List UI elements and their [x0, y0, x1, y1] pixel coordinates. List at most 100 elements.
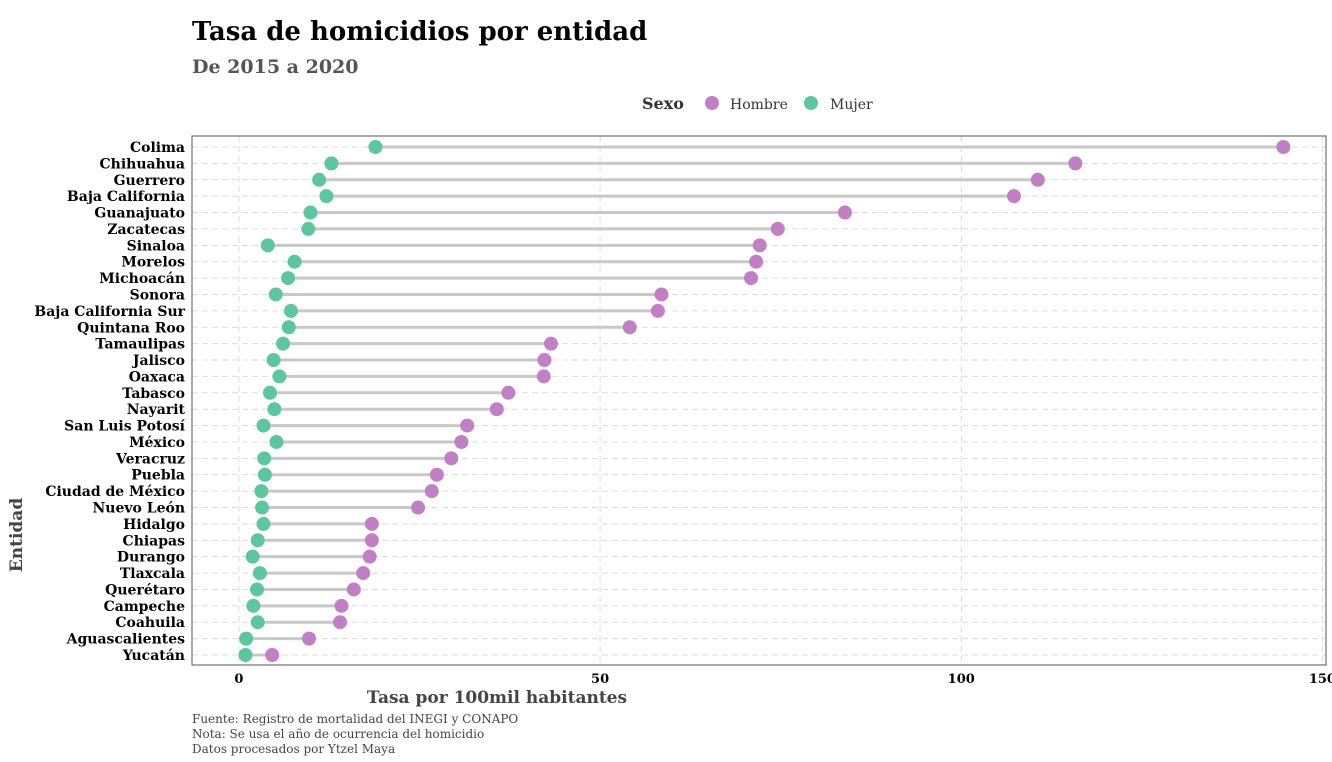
point-mujer-zacatecas: [301, 221, 316, 236]
point-mujer-jalisco: [266, 353, 281, 368]
point-hombre-chihuahua: [1068, 156, 1083, 171]
point-hombre-aguascalientes: [302, 631, 317, 646]
point-mujer-nuevo-leon: [255, 500, 270, 515]
point-mujer-baja-california-sur: [283, 303, 298, 318]
category-label-san-luis-potosi: San Luis Potosí: [64, 419, 186, 435]
point-mujer-quintana-roo: [281, 320, 296, 335]
grid-lines: [192, 136, 1326, 665]
category-label-baja-california: Baja California: [67, 189, 185, 205]
point-mujer-san-luis-potosi: [256, 418, 271, 433]
category-label-chihuahua: Chihuahua: [100, 156, 186, 172]
point-mujer-campeche: [246, 598, 261, 613]
category-label-campeche: Campeche: [104, 599, 185, 615]
category-label-zacatecas: Zacatecas: [107, 222, 185, 238]
category-label-aguascalientes: Aguascalientes: [66, 632, 185, 648]
caption-note: Nota: Se usa el año de ocurrencia del ho…: [192, 727, 484, 741]
plot-panel-border: [191, 135, 1327, 666]
point-hombre-coahuila: [333, 615, 348, 630]
legend-title: Sexo: [642, 94, 684, 113]
point-mujer-queretaro: [250, 582, 265, 597]
caption-credit: Datos procesados por Ytzel Maya: [192, 742, 395, 756]
category-label-durango: Durango: [117, 550, 185, 566]
point-hombre-guanajuato: [837, 205, 852, 220]
category-label-sonora: Sonora: [130, 287, 185, 303]
category-label-morelos: Morelos: [121, 255, 185, 271]
point-mujer-michoacan: [281, 271, 296, 286]
category-label-oaxaca: Oaxaca: [129, 369, 185, 385]
point-mujer-oaxaca: [272, 369, 287, 384]
point-mujer-sonora: [268, 287, 283, 302]
point-mujer-tamaulipas: [276, 336, 291, 351]
point-hombre-yucatan: [265, 648, 280, 662]
point-hombre-ciudad-de-mexico: [424, 484, 439, 499]
category-label-quintana-roo: Quintana Roo: [77, 320, 185, 336]
point-mujer-aguascalientes: [239, 631, 254, 646]
data-points: [238, 140, 1291, 662]
category-label-hidalgo: Hidalgo: [123, 517, 185, 533]
point-hombre-guerrero: [1030, 172, 1045, 187]
category-label-guerrero: Guerrero: [114, 173, 185, 189]
category-label-sinaloa: Sinaloa: [127, 238, 185, 254]
point-hombre-baja-california: [1006, 189, 1021, 204]
x-tick-label: 50: [591, 672, 609, 687]
point-hombre-tamaulipas: [543, 336, 558, 351]
category-label-puebla: Puebla: [131, 468, 185, 484]
point-hombre-nayarit: [489, 402, 504, 417]
point-hombre-durango: [362, 549, 377, 564]
point-mujer-tabasco: [263, 385, 278, 400]
point-mujer-veracruz: [257, 451, 272, 466]
chart-subtitle: De 2015 a 2020: [192, 56, 358, 78]
category-label-baja-california-sur: Baja California Sur: [34, 304, 185, 320]
point-hombre-puebla: [429, 467, 444, 482]
category-label-yucatan: Yucatán: [122, 648, 185, 664]
point-hombre-baja-california-sur: [650, 303, 665, 318]
point-hombre-quintana-roo: [622, 320, 637, 335]
point-hombre-oaxaca: [536, 369, 551, 384]
point-hombre-michoacan: [744, 271, 759, 286]
category-label-guanajuato: Guanajuato: [94, 206, 185, 222]
point-mujer-sinaloa: [260, 238, 275, 253]
point-hombre-hidalgo: [364, 516, 379, 531]
x-tick-label: 0: [234, 672, 243, 687]
point-mujer-puebla: [257, 467, 272, 482]
point-hombre-morelos: [749, 254, 764, 269]
category-label-veracruz: Veracruz: [115, 451, 185, 467]
point-hombre-veracruz: [444, 451, 459, 466]
point-hombre-sinaloa: [752, 238, 767, 253]
legend: Sexo Hombre Mujer: [642, 94, 873, 113]
point-mujer-guanajuato: [303, 205, 318, 220]
point-mujer-tlaxcala: [252, 566, 267, 581]
point-hombre-chiapas: [364, 533, 379, 548]
point-mujer-nayarit: [267, 402, 282, 417]
category-label-jalisco: Jalisco: [131, 353, 185, 369]
point-hombre-nuevo-leon: [411, 500, 426, 515]
category-label-chiapas: Chiapas: [123, 533, 186, 549]
category-label-nuevo-leon: Nuevo León: [93, 501, 186, 517]
category-label-ciudad-de-mexico: Ciudad de México: [45, 484, 185, 500]
point-mujer-colima: [368, 140, 383, 154]
x-tick-label: 100: [948, 672, 975, 687]
point-hombre-queretaro: [346, 582, 361, 597]
category-label-nayarit: Nayarit: [127, 402, 186, 418]
point-mujer-durango: [245, 549, 260, 564]
point-mujer-baja-california: [319, 189, 334, 204]
point-mujer-hidalgo: [256, 516, 271, 531]
point-hombre-sonora: [654, 287, 669, 302]
point-mujer-yucatan: [238, 648, 253, 662]
category-label-mexico: México: [129, 435, 185, 451]
legend-label-hombre: Hombre: [730, 97, 788, 113]
point-hombre-san-luis-potosi: [460, 418, 475, 433]
point-hombre-colima: [1276, 140, 1291, 154]
point-mujer-coahuila: [250, 615, 265, 630]
point-hombre-mexico: [454, 434, 469, 449]
x-tick-labels: 0 50 100 150: [234, 672, 1332, 687]
y-axis-title: Entidad: [7, 498, 27, 573]
category-label-michoacan: Michoacán: [99, 271, 185, 287]
category-label-tabasco: Tabasco: [122, 386, 185, 402]
point-mujer-guerrero: [312, 172, 327, 187]
legend-marker-mujer: [804, 96, 818, 110]
x-tick-label: 150: [1309, 672, 1332, 687]
category-label-tlaxcala: Tlaxcala: [120, 566, 185, 582]
